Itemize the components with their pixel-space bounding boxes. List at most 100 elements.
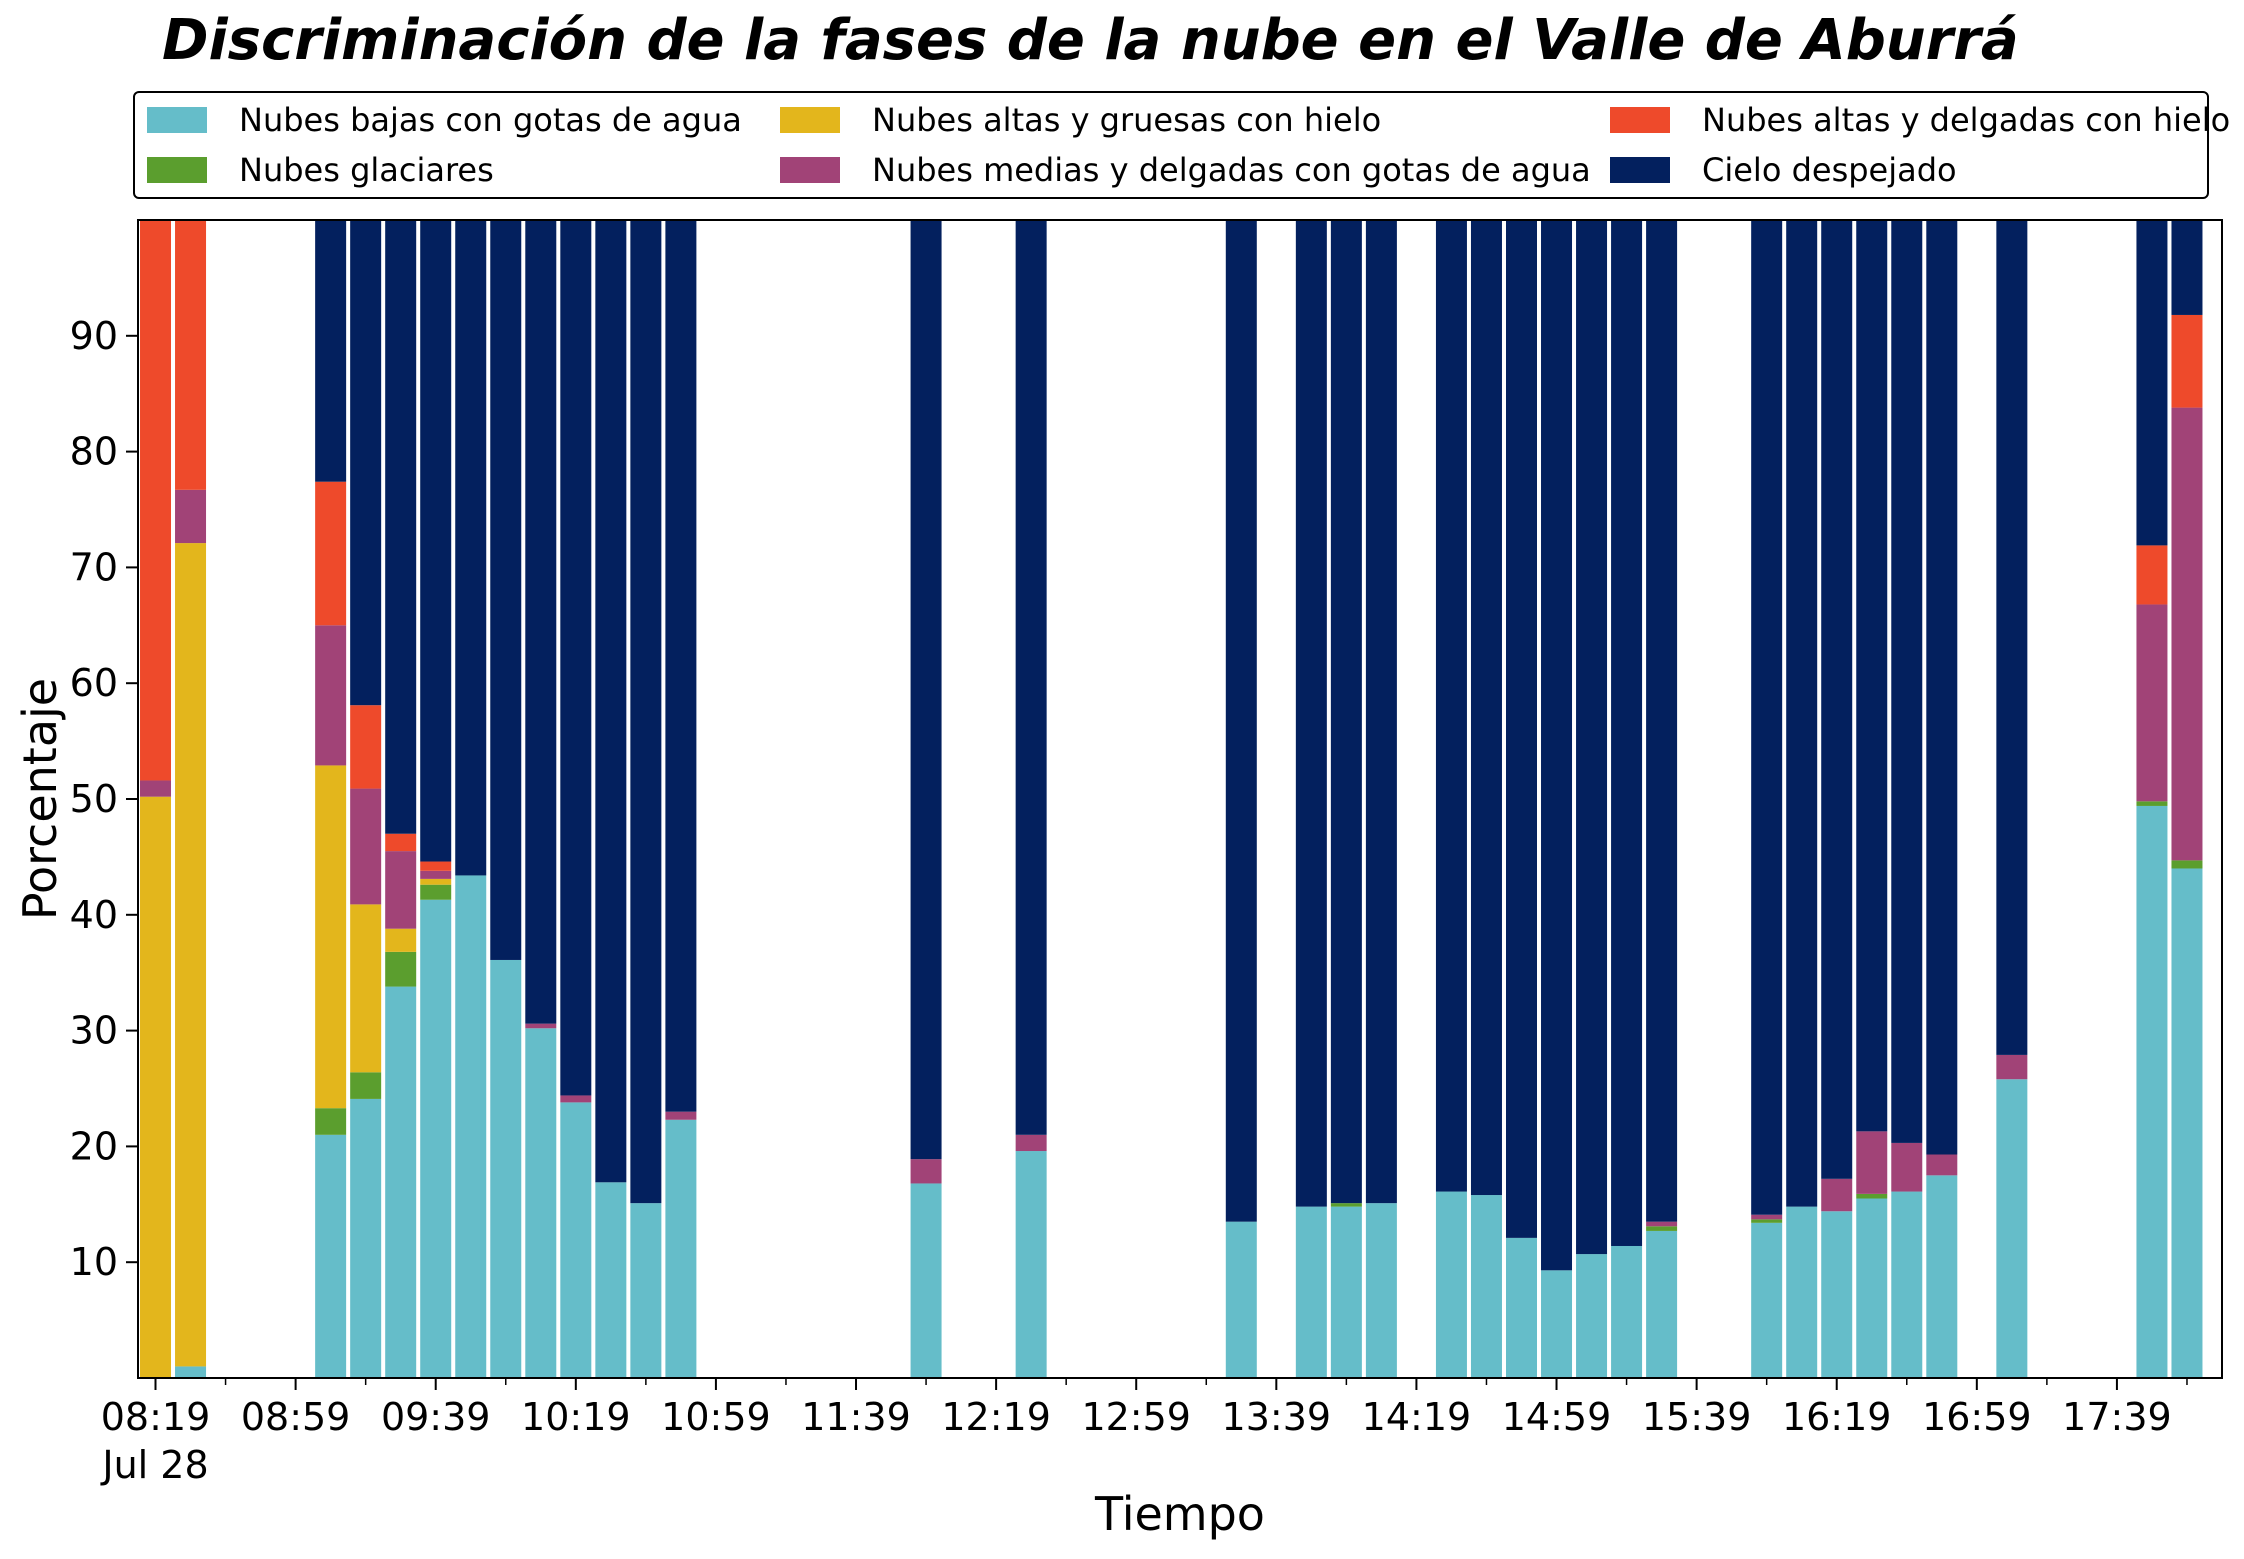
- bar-cielo-despejado-1459: [1541, 220, 1573, 1271]
- x-tick-label: 10:59: [661, 1395, 771, 1439]
- x-tick-label: 13:39: [1222, 1395, 1332, 1439]
- bar-nubes-bajas-con-gotas-de-agua-1759: [2171, 868, 2203, 1378]
- bar-nubes-glaciares-0929: [385, 951, 417, 987]
- bar-cielo-despejado-1649: [1926, 220, 1958, 1155]
- bar-cielo-despejado-0909: [315, 220, 347, 482]
- bar-nubes-glaciares-1629: [1856, 1193, 1888, 1199]
- bar-nubes-bajas-con-gotas-de-agua-1329: [1225, 1221, 1257, 1378]
- bar-nubes-medias-y-delgadas-con-gotas-de-agua-1759: [2171, 407, 2203, 861]
- bar-cielo-despejado-1349: [1295, 220, 1327, 1207]
- bar-nubes-medias-y-delgadas-con-gotas-de-agua-1619: [1821, 1178, 1853, 1212]
- bar-nubes-altas-y-delgadas-con-hielo-1749: [2136, 545, 2168, 605]
- bar-cielo-despejado-1439: [1470, 220, 1502, 1196]
- bar-nubes-altas-y-delgadas-con-hielo-0929: [385, 833, 417, 852]
- bar-cielo-despejado-0919: [350, 220, 382, 706]
- bar-nubes-bajas-con-gotas-de-agua-1429: [1435, 1191, 1467, 1378]
- bar-cielo-despejado-0949: [455, 220, 487, 876]
- bar-nubes-altas-y-delgadas-con-hielo-0919: [350, 705, 382, 789]
- bar-nubes-bajas-con-gotas-de-agua-1629: [1856, 1198, 1888, 1378]
- bar-nubes-bajas-con-gotas-de-agua-1029: [595, 1182, 627, 1378]
- bar-nubes-altas-y-delgadas-con-hielo-0819: [140, 220, 172, 781]
- bar-nubes-altas-y-gruesas-con-hielo-0939: [420, 878, 452, 885]
- bar-cielo-despejado-0939: [420, 220, 452, 862]
- y-tick-label: 20: [70, 1124, 118, 1168]
- bar-nubes-glaciares-0909: [315, 1108, 347, 1135]
- x-tick-label: 12:19: [941, 1395, 1051, 1439]
- y-tick-label: 40: [70, 893, 118, 937]
- x-tick-label: 14:19: [1362, 1395, 1472, 1439]
- legend-swatch: [780, 157, 840, 183]
- bar-nubes-glaciares-1759: [2171, 860, 2203, 869]
- bar-nubes-medias-y-delgadas-con-gotas-de-agua-1019: [560, 1095, 592, 1103]
- bar-nubes-medias-y-delgadas-con-gotas-de-agua-1749: [2136, 604, 2168, 802]
- legend-item-nubes-bajas-con-gotas-de-agua: Nubes bajas con gotas de agua: [147, 95, 742, 145]
- bar-nubes-medias-y-delgadas-con-gotas-de-agua-1049: [665, 1111, 697, 1120]
- bar-nubes-bajas-con-gotas-de-agua-0959: [490, 959, 522, 1378]
- bar-nubes-altas-y-delgadas-con-hielo-1759: [2171, 314, 2203, 408]
- bar-nubes-bajas-con-gotas-de-agua-1019: [560, 1102, 592, 1378]
- bar-cielo-despejado-1629: [1856, 220, 1888, 1132]
- bar-nubes-altas-y-gruesas-con-hielo-0829: [175, 543, 207, 1367]
- y-tick-label: 10: [70, 1240, 118, 1284]
- bar-nubes-glaciares-1559: [1751, 1219, 1783, 1223]
- bar-cielo-despejado-1609: [1786, 220, 1818, 1207]
- bar-nubes-glaciares-0919: [350, 1072, 382, 1099]
- bar-nubes-bajas-con-gotas-de-agua-1509: [1576, 1254, 1608, 1378]
- legend-item-nubes-altas-y-delgadas-con-hielo: Nubes altas y delgadas con hielo: [1610, 95, 2230, 145]
- bar-cielo-despejado-1759: [2171, 220, 2203, 315]
- x-tick-label: 12:59: [1081, 1395, 1191, 1439]
- bar-nubes-glaciares-1749: [2136, 801, 2168, 806]
- x-tick-label: 16:59: [1922, 1395, 2032, 1439]
- bar-nubes-medias-y-delgadas-con-gotas-de-agua-1639: [1891, 1142, 1923, 1192]
- bar-nubes-medias-y-delgadas-con-gotas-de-agua-1709: [1996, 1054, 2028, 1080]
- bar-nubes-medias-y-delgadas-con-gotas-de-agua-0819: [140, 780, 172, 797]
- legend-item-nubes-glaciares: Nubes glaciares: [147, 145, 494, 195]
- bar-cielo-despejado-1509: [1576, 220, 1608, 1255]
- legend-item-cielo-despejado: Cielo despejado: [1610, 145, 1957, 195]
- bar-nubes-bajas-con-gotas-de-agua-1439: [1470, 1195, 1502, 1378]
- bar-cielo-despejado-1039: [630, 220, 662, 1204]
- bar-nubes-altas-y-delgadas-con-hielo-0909: [315, 481, 347, 626]
- legend: Nubes bajas con gotas de agua Nubes glaci…: [133, 91, 2230, 199]
- bar-nubes-medias-y-delgadas-con-gotas-de-agua-0909: [315, 625, 347, 766]
- legend-swatch: [1610, 107, 1670, 133]
- bar-nubes-glaciares-0939: [420, 884, 452, 900]
- bar-nubes-bajas-con-gotas-de-agua-1229: [1015, 1151, 1047, 1378]
- x-tick-label: 10:19: [521, 1395, 631, 1439]
- bar-cielo-despejado-1559: [1751, 220, 1783, 1215]
- bar-nubes-medias-y-delgadas-con-gotas-de-agua-1649: [1926, 1154, 1958, 1176]
- bar-nubes-bajas-con-gotas-de-agua-0929: [385, 986, 417, 1378]
- bar-nubes-medias-y-delgadas-con-gotas-de-agua-0929: [385, 851, 417, 929]
- bar-nubes-bajas-con-gotas-de-agua-1349: [1295, 1206, 1327, 1378]
- bar-cielo-despejado-1009: [525, 220, 557, 1024]
- x-tick-label: 11:39: [801, 1395, 911, 1439]
- legend-swatch: [147, 157, 207, 183]
- bar-nubes-bajas-con-gotas-de-agua-1159: [910, 1183, 942, 1378]
- bar-nubes-bajas-con-gotas-de-agua-1409: [1365, 1203, 1397, 1378]
- bar-nubes-bajas-con-gotas-de-agua-0909: [315, 1134, 347, 1378]
- bar-nubes-altas-y-gruesas-con-hielo-0909: [315, 765, 347, 1109]
- bar-cielo-despejado-1449: [1505, 220, 1537, 1238]
- legend-swatch: [147, 107, 207, 133]
- bar-nubes-bajas-con-gotas-de-agua-1609: [1786, 1206, 1818, 1378]
- bar-nubes-altas-y-gruesas-con-hielo-0819: [140, 796, 172, 1378]
- bar-nubes-medias-y-delgadas-con-gotas-de-agua-1559: [1751, 1214, 1783, 1220]
- bar-nubes-bajas-con-gotas-de-agua-0829: [175, 1366, 207, 1378]
- legend-item-nubes-altas-y-gruesas-con-hielo: Nubes altas y gruesas con hielo: [780, 95, 1381, 145]
- bar-cielo-despejado-1329: [1225, 220, 1257, 1222]
- x-tick-label: 15:39: [1642, 1395, 1752, 1439]
- x-tick-label: 08:19: [101, 1395, 211, 1439]
- bar-nubes-bajas-con-gotas-de-agua-0919: [350, 1098, 382, 1378]
- bar-nubes-bajas-con-gotas-de-agua-1619: [1821, 1211, 1853, 1378]
- bar-nubes-bajas-con-gotas-de-agua-0949: [455, 875, 487, 1378]
- bar-nubes-bajas-con-gotas-de-agua-1009: [525, 1028, 557, 1378]
- bar-cielo-despejado-1749: [2136, 220, 2168, 546]
- bar-nubes-altas-y-delgadas-con-hielo-0939: [420, 861, 452, 871]
- bar-nubes-medias-y-delgadas-con-gotas-de-agua-1229: [1015, 1134, 1047, 1152]
- bar-nubes-medias-y-delgadas-con-gotas-de-agua-1009: [525, 1023, 557, 1029]
- bar-nubes-bajas-con-gotas-de-agua-1359: [1330, 1206, 1362, 1378]
- bar-nubes-bajas-con-gotas-de-agua-1049: [665, 1119, 697, 1378]
- bar-nubes-glaciares-1529: [1646, 1226, 1678, 1231]
- bar-nubes-medias-y-delgadas-con-gotas-de-agua-0829: [175, 489, 207, 544]
- bar-nubes-bajas-con-gotas-de-agua-0939: [420, 899, 452, 1378]
